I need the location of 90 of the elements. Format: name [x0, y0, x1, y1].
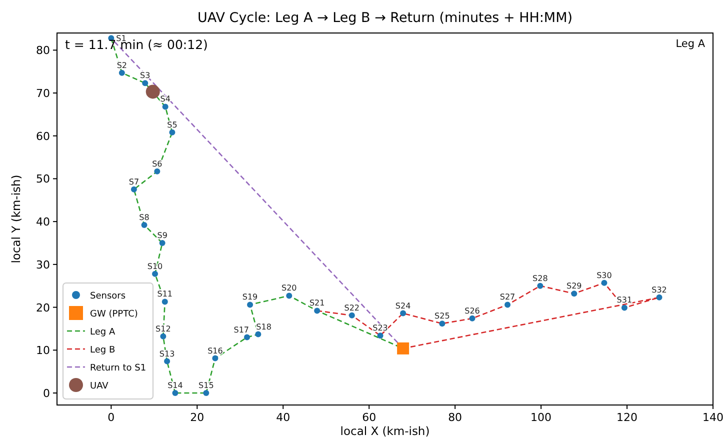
point — [397, 342, 410, 354]
point — [244, 334, 250, 340]
y-tick-label: 20 — [36, 301, 50, 314]
annotation: S8 — [139, 213, 150, 222]
point — [439, 320, 446, 327]
annotation: S12 — [156, 324, 171, 334]
x-tick-label: 40 — [276, 411, 290, 424]
y-tick-label: 80 — [36, 44, 50, 58]
x-axis-title: local X (km-ish) — [340, 424, 430, 437]
point — [160, 333, 166, 340]
annotation: S13 — [159, 349, 175, 358]
annotation: S31 — [616, 296, 632, 305]
point — [348, 312, 355, 318]
legend-label: GW (PPTC) — [90, 310, 138, 320]
point — [400, 310, 406, 316]
legend-label: Leg A — [90, 328, 116, 338]
point — [656, 294, 662, 300]
point — [469, 315, 476, 322]
annotation: S5 — [167, 120, 178, 130]
annotation: S4 — [160, 94, 170, 104]
annotation: S7 — [128, 177, 140, 186]
annotation: S9 — [157, 231, 168, 240]
annotation: S23 — [372, 324, 388, 333]
annotation: S15 — [198, 381, 214, 390]
annotation: Leg A — [676, 38, 706, 50]
annotation: S19 — [242, 292, 258, 302]
annotation: S22 — [344, 303, 360, 312]
point — [504, 302, 511, 308]
annotation: S18 — [256, 322, 272, 332]
y-tick-label: 50 — [36, 172, 50, 186]
chart-title: UAV Cycle: Leg A → Leg B → Return (minutes + HH:MM) — [197, 10, 573, 26]
annotation: S6 — [152, 159, 162, 168]
point — [130, 186, 137, 192]
point — [141, 222, 148, 228]
y-axis-title: local Y (km-ish) — [9, 174, 23, 264]
x-tick-label: 100 — [530, 411, 552, 424]
x-tick-label: 20 — [190, 411, 204, 424]
point — [159, 240, 166, 246]
annotation: S21 — [309, 298, 325, 308]
x-tick-label: 0 — [108, 411, 115, 424]
annotation: S25 — [434, 312, 450, 321]
y-tick-label: 30 — [36, 258, 50, 272]
y-tick-label: 10 — [36, 344, 50, 358]
annotation: S27 — [500, 292, 516, 302]
point — [203, 390, 210, 396]
legend-label: Return to S1 — [90, 364, 146, 374]
point — [537, 282, 544, 289]
point — [118, 70, 125, 76]
point — [169, 129, 176, 136]
y-tick-label: 70 — [36, 87, 50, 100]
annotation: S10 — [147, 262, 163, 271]
y-tick-label: 40 — [36, 216, 50, 229]
point — [172, 390, 178, 396]
x-tick-label: 60 — [362, 411, 376, 424]
x-tick-label: 80 — [448, 411, 462, 424]
annotation: S2 — [116, 60, 127, 70]
point — [162, 298, 168, 305]
point — [621, 304, 628, 311]
annotation: S32 — [652, 285, 667, 294]
point — [571, 290, 578, 297]
legend-label: Leg B — [90, 346, 116, 356]
point — [152, 270, 158, 277]
point — [601, 280, 608, 286]
point — [146, 84, 160, 99]
annotation: S30 — [596, 270, 612, 280]
point — [286, 292, 292, 299]
point — [377, 332, 384, 339]
annotation: S29 — [566, 282, 582, 291]
point — [142, 80, 148, 86]
y-tick-label: 0 — [43, 387, 50, 400]
point — [154, 168, 160, 174]
legend-label: Sensors — [90, 292, 126, 302]
annotation: S26 — [464, 306, 480, 316]
point — [212, 355, 218, 362]
legend-label: UAV — [90, 382, 110, 392]
annotation: S3 — [140, 71, 150, 80]
annotation: S17 — [234, 325, 250, 334]
annotation: S16 — [208, 346, 223, 356]
annotation: S20 — [282, 284, 297, 293]
point — [247, 302, 254, 308]
x-tick-label: 120 — [616, 411, 638, 424]
annotation: S24 — [395, 301, 411, 310]
point — [255, 331, 262, 338]
point — [162, 104, 168, 110]
y-tick-label: 60 — [36, 130, 50, 143]
x-tick-label: 140 — [702, 411, 723, 424]
point — [164, 358, 170, 364]
annotation: S28 — [532, 274, 548, 283]
point — [314, 308, 320, 314]
annotation: S14 — [168, 381, 183, 390]
